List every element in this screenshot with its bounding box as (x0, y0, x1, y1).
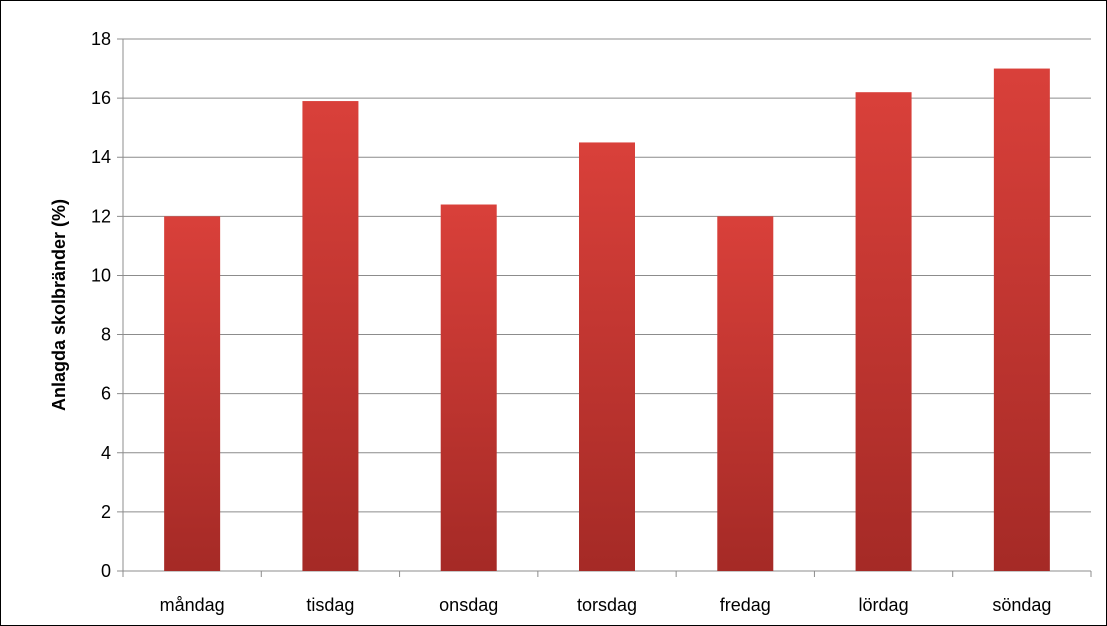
y-tick-label: 4 (101, 443, 111, 463)
y-tick-label: 12 (91, 206, 111, 226)
bar-måndag (164, 216, 221, 572)
y-tick-label: 6 (101, 384, 111, 404)
x-tick-label: torsdag (577, 595, 637, 615)
x-tick-label: onsdag (439, 595, 498, 615)
x-tick-label: måndag (160, 595, 225, 615)
y-tick-label: 16 (91, 88, 111, 108)
y-tick-label: 14 (91, 147, 111, 167)
y-tick-label: 10 (91, 265, 111, 285)
bar-tisdag (302, 101, 359, 572)
bar-fredag (717, 216, 774, 572)
x-tick-label: söndag (992, 595, 1051, 615)
y-tick-label: 8 (101, 325, 111, 345)
bar-torsdag (579, 142, 635, 571)
x-tick-label: fredag (720, 595, 771, 615)
bar-onsdag (440, 204, 497, 571)
bar-söndag (993, 68, 1050, 572)
y-tick-label: 2 (101, 502, 111, 522)
x-tick-labels: måndag tisdag onsdag torsdag fredag lördag sön… (160, 595, 1052, 615)
x-tick-label: tisdag (306, 595, 354, 615)
y-axis-label: Anlagda skolbränder (%) (49, 199, 69, 411)
bar-lördag (855, 92, 912, 571)
y-tick-label: 18 (91, 29, 111, 49)
bars (164, 68, 1050, 572)
axes (122, 39, 1092, 577)
x-tick-label: lördag (859, 595, 909, 615)
y-tick-label: 0 (101, 561, 111, 581)
y-tick-labels: 0 2 4 6 8 10 12 14 16 18 (91, 29, 111, 581)
